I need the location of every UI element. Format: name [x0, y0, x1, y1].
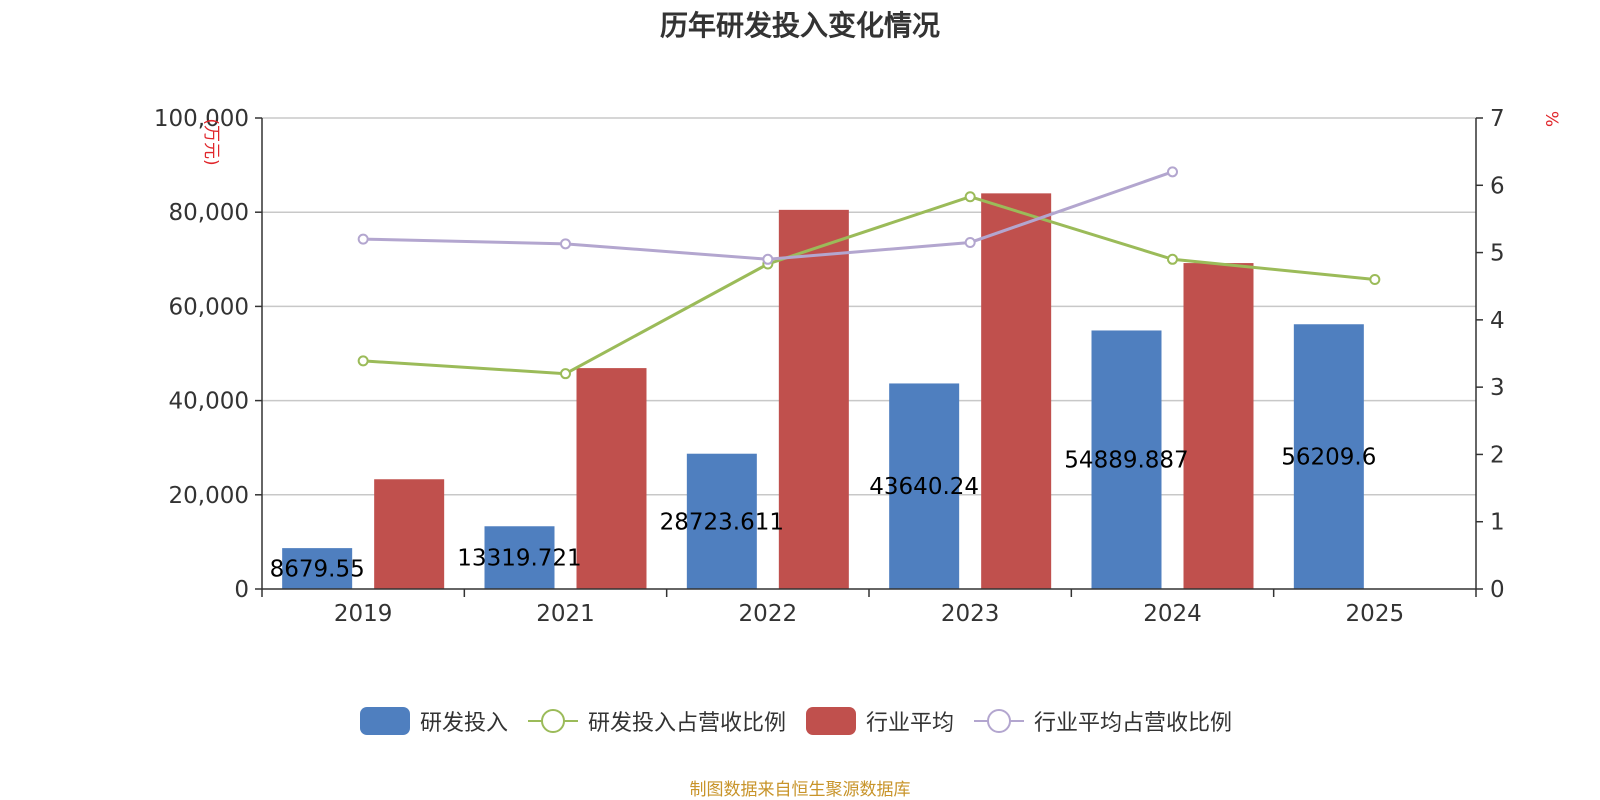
point-industry-ratio: [1167, 166, 1178, 178]
right-tick-label: 6: [1490, 173, 1505, 199]
legend-item-rd-investment[interactable]: 研发投入: [359, 705, 508, 737]
left-tick-label: 40,000: [169, 389, 249, 415]
x-tick-label: 2021: [536, 601, 595, 627]
right-tick-label: 1: [1490, 510, 1505, 536]
legend-label-rd-ratio: 研发投入占营收比例: [587, 711, 786, 736]
source-note: 制图数据来自恒生聚源数据库: [689, 780, 911, 800]
bar-data-label: 43640.24: [869, 474, 979, 500]
legend-label-industry-average: 行业平均: [866, 711, 955, 736]
legend: 研发投入 研发投入占营收比例 行业平均 行业平均占营收比例: [0, 705, 1600, 737]
axis-layer: 0 20,000 40,000 60,000 80,000 100,000 0 1 2 3 4 5 6 7…: [154, 106, 1561, 627]
point-industry-ratio: [357, 233, 369, 245]
point-industry-ratio: [560, 238, 571, 250]
bar-data-label: 28723.611: [660, 509, 784, 535]
bar-data-label: 56209.6: [1281, 445, 1376, 471]
point-rd-ratio: [964, 191, 976, 203]
legend-swatch-industry-ratio: [974, 707, 1025, 735]
bar-industry-average: [778, 209, 849, 589]
x-tick-label: 2022: [739, 601, 798, 627]
right-tick-label: 5: [1490, 241, 1505, 267]
bar-rd-investment: [889, 383, 960, 589]
right-tick-label: 3: [1490, 375, 1505, 401]
x-tick-label: 2019: [334, 601, 393, 627]
legend-swatch-industry-average: [806, 707, 856, 735]
label-layer: 8679.55 13319.721 28723.611 43640.24 54889.8…: [270, 445, 1377, 583]
line-rd-ratio: [363, 195, 1375, 376]
legend-item-industry-ratio[interactable]: 行业平均占营收比例: [974, 705, 1232, 737]
point-rd-ratio: [1369, 273, 1381, 285]
x-tick-label: 2025: [1346, 601, 1405, 627]
left-tick-label: 20,000: [169, 483, 249, 509]
legend-swatch-rd-ratio: [527, 707, 578, 735]
x-tick-label: 2024: [1143, 601, 1202, 627]
right-axis-unit: %: [1541, 111, 1561, 127]
right-tick-label: 2: [1490, 442, 1505, 468]
left-tick-label: 0: [234, 577, 249, 603]
legend-item-industry-average[interactable]: 行业平均: [806, 705, 954, 737]
bar-industry-average: [981, 193, 1052, 590]
bar-rd-investment: [484, 526, 555, 589]
bar-layer: [282, 193, 1364, 590]
point-industry-ratio: [964, 236, 976, 248]
point-rd-ratio: [357, 355, 369, 367]
x-tick-label: 2023: [941, 601, 1000, 627]
chart-title: 历年研发投入变化情况: [659, 9, 940, 42]
left-tick-label: 60,000: [169, 294, 249, 320]
bar-data-label: 13319.721: [457, 546, 581, 572]
bar-industry-average: [576, 368, 647, 589]
bar-rd-investment: [1091, 330, 1162, 589]
left-tick-label: 100,000: [154, 106, 249, 132]
point-rd-ratio: [1167, 253, 1178, 265]
point-industry-ratio: [762, 253, 774, 265]
grid-layer: [262, 117, 1476, 496]
bar-industry-average: [1183, 263, 1254, 589]
legend-swatch-rd-investment: [359, 707, 410, 735]
bar-rd-investment: [1293, 324, 1364, 589]
legend-label-rd-investment: 研发投入: [419, 711, 508, 736]
left-tick-label: 80,000: [169, 200, 249, 226]
point-rd-ratio: [560, 368, 571, 380]
right-tick-label: 7: [1490, 106, 1505, 132]
bar-rd-investment: [282, 548, 353, 589]
legend-item-rd-ratio[interactable]: 研发投入占营收比例: [527, 705, 786, 737]
bar-data-label: 54889.887: [1064, 448, 1188, 474]
bar-industry-average: [374, 479, 445, 589]
right-tick-label: 4: [1490, 308, 1505, 334]
legend-label-industry-ratio: 行业平均占营收比例: [1034, 711, 1233, 736]
left-axis-unit: (万元): [201, 118, 221, 165]
bar-data-label: 8679.55: [270, 557, 365, 583]
bar-rd-investment: [686, 453, 757, 589]
line-layer: [357, 166, 1381, 380]
right-tick-label: 0: [1490, 577, 1505, 603]
